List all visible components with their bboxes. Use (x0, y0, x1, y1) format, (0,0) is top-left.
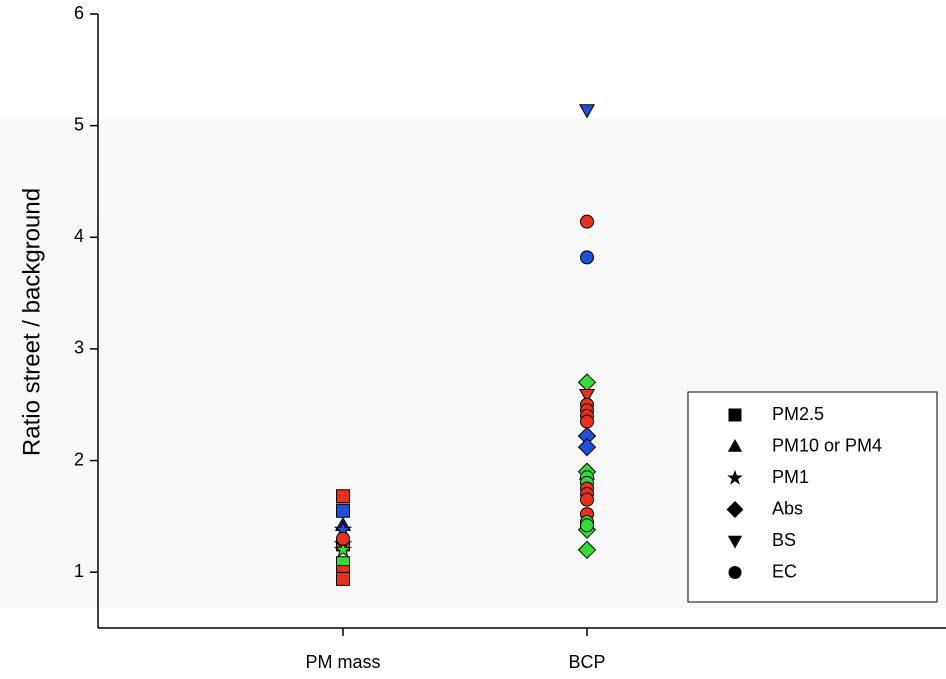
marker (579, 250, 595, 265)
y-tick-label: 5 (74, 114, 84, 134)
marker (578, 388, 596, 404)
legend-label: PM2.5 (772, 404, 824, 424)
marker (335, 531, 351, 546)
y-tick-label: 4 (74, 226, 84, 246)
marker (336, 489, 350, 504)
legend-marker (727, 469, 743, 485)
marker (577, 437, 597, 457)
y-tick-label: 1 (74, 561, 84, 581)
y-tick-label: 6 (74, 3, 84, 23)
legend-label: BS (772, 530, 796, 550)
legend-box (687, 391, 938, 603)
legend-marker (728, 566, 742, 579)
marker (579, 492, 595, 507)
legend-marker (727, 439, 743, 452)
legend-label: Abs (772, 498, 803, 518)
x-tick-label: BCP (568, 652, 605, 672)
y-tick-label: 3 (74, 338, 84, 358)
marker (336, 503, 350, 518)
legend-label: EC (772, 561, 797, 581)
legend-marker (728, 408, 742, 422)
marker (579, 214, 595, 229)
legend-label: PM10 or PM4 (772, 435, 882, 455)
marker (578, 104, 596, 119)
y-axis-label: Ratio street / background (18, 188, 45, 456)
y-tick-label: 2 (74, 449, 84, 469)
legend-label: PM1 (772, 467, 809, 487)
marker (577, 540, 597, 560)
marker (333, 540, 353, 558)
legend-marker (726, 501, 744, 518)
marker (336, 571, 350, 586)
marker (579, 414, 595, 429)
marker (579, 518, 595, 533)
x-tick-label: PM mass (305, 652, 380, 672)
plot-band (0, 118, 946, 214)
legend-marker (727, 535, 743, 549)
